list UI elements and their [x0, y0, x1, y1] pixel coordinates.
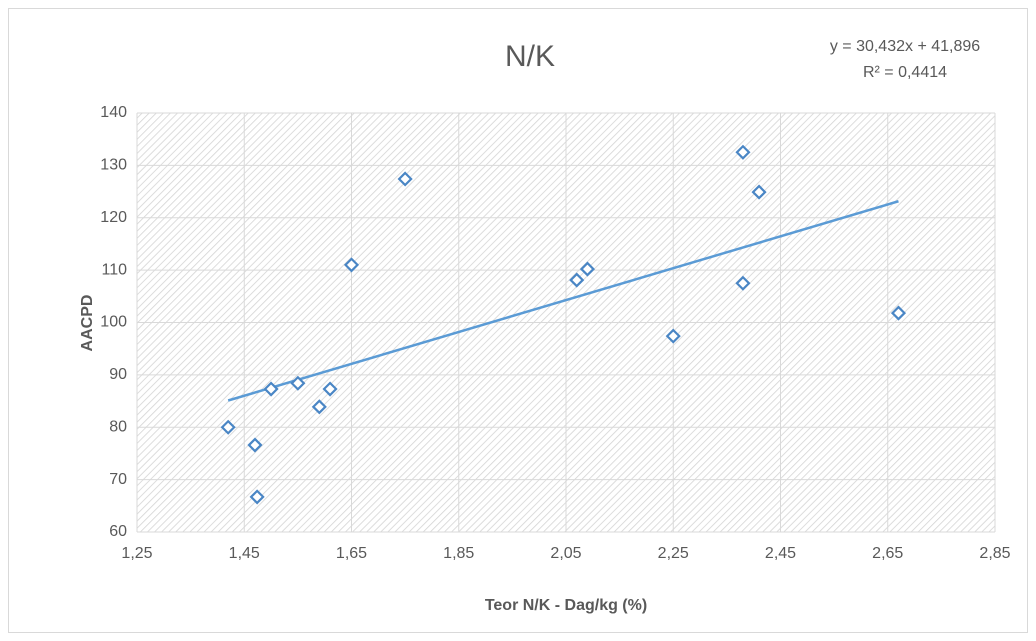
point — [569, 272, 585, 288]
y-tick-label: 80 — [109, 418, 127, 435]
y-tick-label: 140 — [100, 104, 127, 121]
point — [249, 489, 265, 505]
y-tick-label: 70 — [109, 471, 127, 488]
x-tick-label: 1,85 — [443, 545, 474, 562]
y-tick-label: 100 — [100, 314, 127, 331]
point — [247, 437, 263, 453]
y-tick-label: 90 — [109, 366, 127, 383]
chart-title: N/K — [505, 40, 555, 73]
x-tick-label: 1,65 — [336, 545, 367, 562]
point — [735, 275, 751, 291]
point — [735, 144, 751, 160]
point — [311, 399, 327, 415]
x-tick-label: 2,85 — [979, 545, 1010, 562]
x-tick-label: 2,05 — [550, 545, 581, 562]
y-tick-label: 60 — [109, 523, 127, 540]
point — [579, 261, 596, 277]
x-axis-title: Teor N/K - Dag/kg (%) — [485, 597, 647, 614]
point — [220, 419, 236, 435]
x-tick-label: 1,45 — [229, 545, 260, 562]
point — [397, 171, 413, 187]
x-tick-label: 2,25 — [658, 545, 689, 562]
x-tick-label: 2,45 — [765, 545, 796, 562]
point — [263, 381, 279, 397]
point — [322, 381, 338, 397]
point — [665, 328, 681, 344]
point — [751, 184, 767, 200]
trendline — [227, 200, 899, 402]
point — [343, 257, 360, 273]
point — [290, 375, 306, 391]
y-tick-label: 110 — [101, 261, 127, 278]
x-tick-label: 2,65 — [872, 545, 903, 562]
y-tick-label: 120 — [100, 209, 127, 226]
trend-r-squared: R² = 0,4414 — [863, 64, 947, 81]
x-tick-label: 1,25 — [121, 545, 152, 562]
point — [890, 305, 907, 321]
y-axis-title: AACPD — [79, 295, 96, 352]
trend-equation: y = 30,432x + 41,896 — [830, 38, 980, 55]
y-tick-label: 130 — [100, 157, 127, 174]
